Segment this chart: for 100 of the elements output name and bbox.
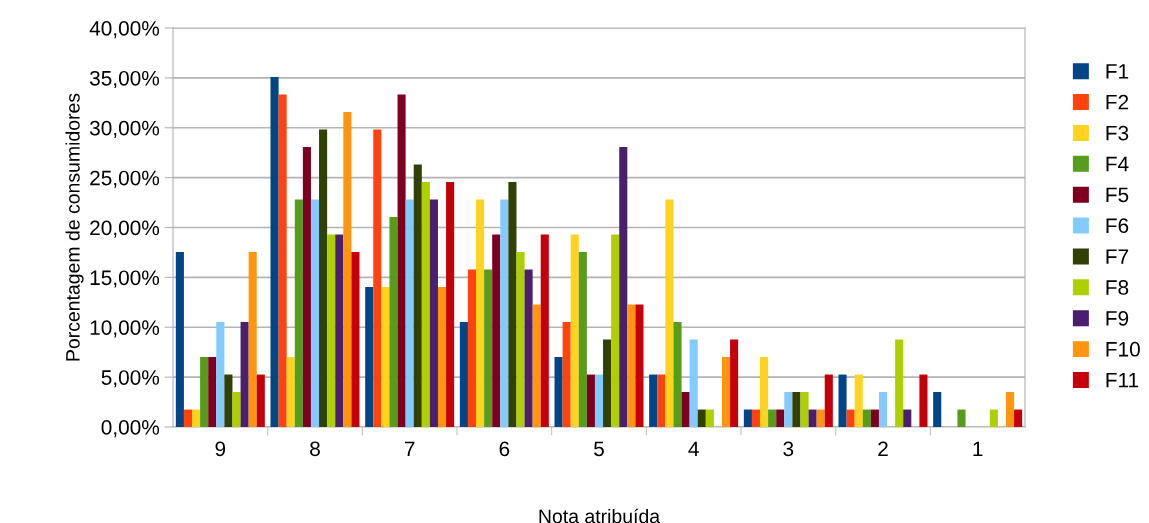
bar <box>524 269 533 427</box>
bar <box>603 339 612 427</box>
bar <box>768 409 777 427</box>
bar <box>302 147 311 427</box>
bar <box>492 234 501 427</box>
bar <box>232 391 241 427</box>
bar <box>611 234 620 427</box>
bar <box>681 391 690 427</box>
legend-label: F9 <box>1106 310 1129 326</box>
bar <box>846 409 855 427</box>
bar <box>459 321 468 427</box>
bar <box>933 391 942 427</box>
bar <box>319 129 328 427</box>
y-tick-label: 35,00% <box>89 70 160 89</box>
bar <box>989 409 998 427</box>
bar <box>649 374 658 427</box>
y-tick-label: 25,00% <box>90 170 160 188</box>
bar <box>784 391 793 427</box>
bar <box>751 409 761 427</box>
bar <box>673 321 682 427</box>
bar <box>278 94 287 427</box>
bar <box>216 321 225 427</box>
bar <box>343 111 352 427</box>
x-tick-label: 2 <box>878 441 888 456</box>
x-tick-label: 8 <box>310 441 320 457</box>
y-tick-label: 5,00% <box>101 370 160 388</box>
bar <box>508 182 517 427</box>
bar <box>838 374 847 427</box>
bar <box>335 234 344 427</box>
x-tick-label: 3 <box>783 441 794 457</box>
legend-label: F4 <box>1106 156 1129 172</box>
bar <box>870 409 879 427</box>
bar <box>570 234 579 427</box>
legend-label: F11 <box>1106 372 1139 388</box>
bar <box>878 391 888 427</box>
bar <box>327 234 336 427</box>
bar <box>175 252 184 427</box>
y-tick-label: 10,00% <box>90 320 160 338</box>
bar <box>554 356 563 427</box>
bar <box>256 374 265 427</box>
bar <box>743 409 752 427</box>
legend-label: F5 <box>1106 187 1129 203</box>
bar <box>446 182 455 427</box>
bar <box>635 304 644 427</box>
bar <box>476 199 485 427</box>
bar <box>200 356 209 427</box>
y-tick-label: 20,00% <box>90 220 160 238</box>
bar <box>405 199 414 427</box>
bar <box>540 234 549 427</box>
bar <box>562 321 571 427</box>
bar <box>854 374 863 427</box>
legend-label: F3 <box>1106 125 1129 141</box>
bar <box>397 94 406 427</box>
x-tick-label: 4 <box>688 441 699 456</box>
bar <box>429 199 438 427</box>
bar <box>721 356 731 427</box>
y-tick-label: 40,00% <box>89 21 160 39</box>
bar <box>792 391 801 427</box>
bar <box>365 286 374 427</box>
x-tick-label: 6 <box>499 441 510 457</box>
bar <box>760 356 769 427</box>
bar <box>516 252 525 427</box>
bar <box>627 304 636 427</box>
bar <box>665 199 674 427</box>
bar <box>697 409 706 427</box>
bar <box>730 339 739 427</box>
bar <box>240 321 249 427</box>
legend-label: F1 <box>1106 64 1129 79</box>
bar <box>594 374 604 427</box>
bar <box>619 147 628 427</box>
bar <box>183 409 193 427</box>
bar <box>895 339 904 427</box>
bar <box>578 252 587 427</box>
bar <box>484 269 493 427</box>
bar <box>532 304 541 427</box>
bar <box>421 182 430 427</box>
bar <box>1014 409 1023 427</box>
bar <box>208 356 217 427</box>
y-axis-title: Porcentagem de consumidores <box>65 93 84 361</box>
bar <box>437 286 447 427</box>
bar <box>586 374 595 427</box>
bar <box>776 409 785 427</box>
bar <box>500 199 509 427</box>
bar <box>705 409 714 427</box>
x-axis-title: Nota atribuída <box>539 508 661 523</box>
x-tick-label: 7 <box>404 441 415 456</box>
bar <box>862 409 871 427</box>
bar <box>389 217 398 427</box>
legend-label: F2 <box>1106 94 1129 110</box>
bar <box>800 391 809 427</box>
bar <box>248 252 257 427</box>
bar <box>373 129 382 427</box>
bar <box>657 374 666 427</box>
bar <box>286 356 295 427</box>
bar <box>824 374 833 427</box>
legend-label: F10 <box>1106 341 1140 357</box>
bar <box>192 409 201 427</box>
bar <box>351 252 360 427</box>
bar <box>294 199 303 427</box>
legend-label: F8 <box>1106 280 1129 295</box>
